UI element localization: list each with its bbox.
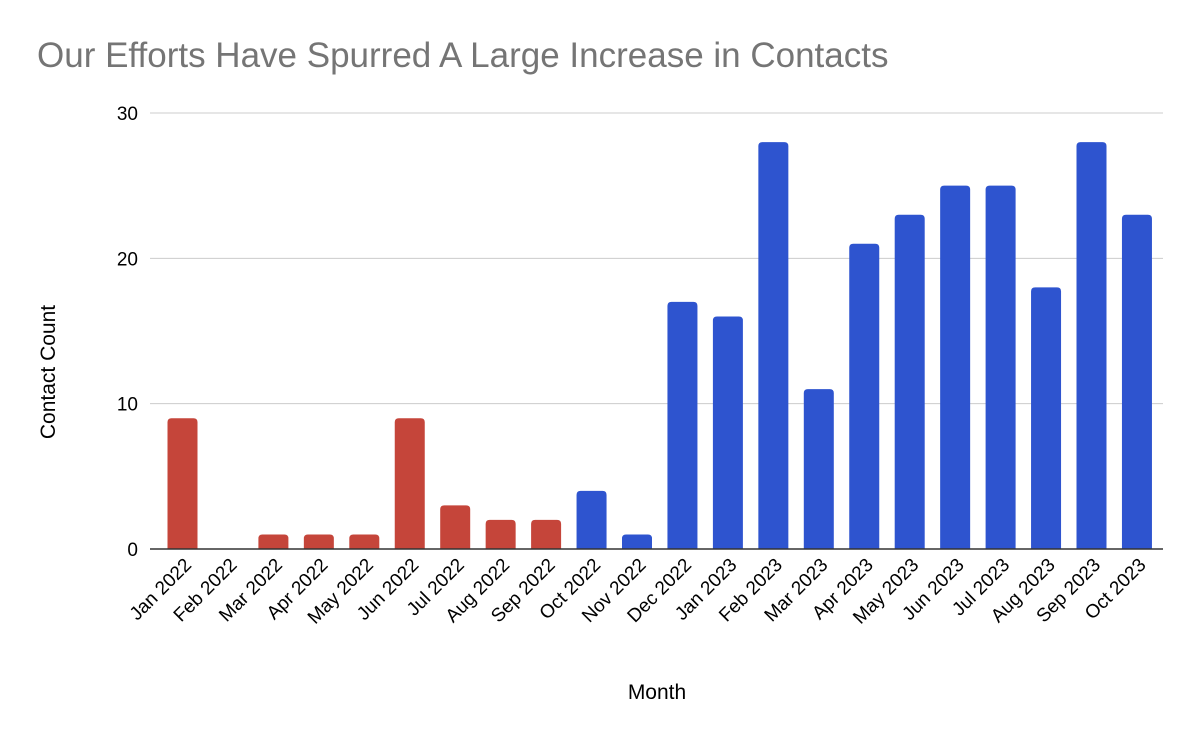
bar-may-2022 [349, 534, 380, 549]
bar-jul-2022 [440, 505, 471, 549]
bar-mar-2023 [803, 389, 834, 549]
bar-oct-2022 [576, 490, 607, 549]
x-axis-label: Month [628, 681, 686, 704]
bar-apr-2022 [303, 534, 334, 549]
y-tick-label: 10 [117, 395, 138, 416]
y-axis-label: Contact Count [37, 305, 60, 439]
bar-jan-2023 [712, 316, 743, 549]
bars [167, 142, 1152, 550]
y-tick-label: 30 [117, 104, 138, 125]
bar-jan-2022 [167, 418, 198, 549]
bar-oct-2023 [1121, 214, 1152, 549]
y-tick-label: 0 [127, 540, 138, 561]
bar-sep-2023 [1076, 142, 1107, 550]
bar-mar-2022 [258, 534, 289, 549]
bar-sep-2022 [531, 519, 562, 549]
bar-apr-2023 [849, 243, 880, 550]
y-tick-label: 20 [117, 249, 138, 270]
bar-nov-2022 [622, 534, 652, 549]
y-axis-ticks: 0 10 20 30 [117, 104, 138, 561]
bar-aug-2023 [1031, 287, 1062, 549]
bar-jun-2023 [940, 185, 971, 549]
bar-dec-2022 [667, 301, 698, 549]
chart-title: Our Efforts Have Spurred A Large Increas… [37, 36, 888, 75]
bar-jun-2022 [394, 418, 425, 549]
bar-feb-2023 [758, 142, 789, 550]
bar-jul-2023 [985, 185, 1016, 549]
bar-may-2023 [894, 214, 925, 549]
bar-aug-2022 [485, 519, 516, 549]
